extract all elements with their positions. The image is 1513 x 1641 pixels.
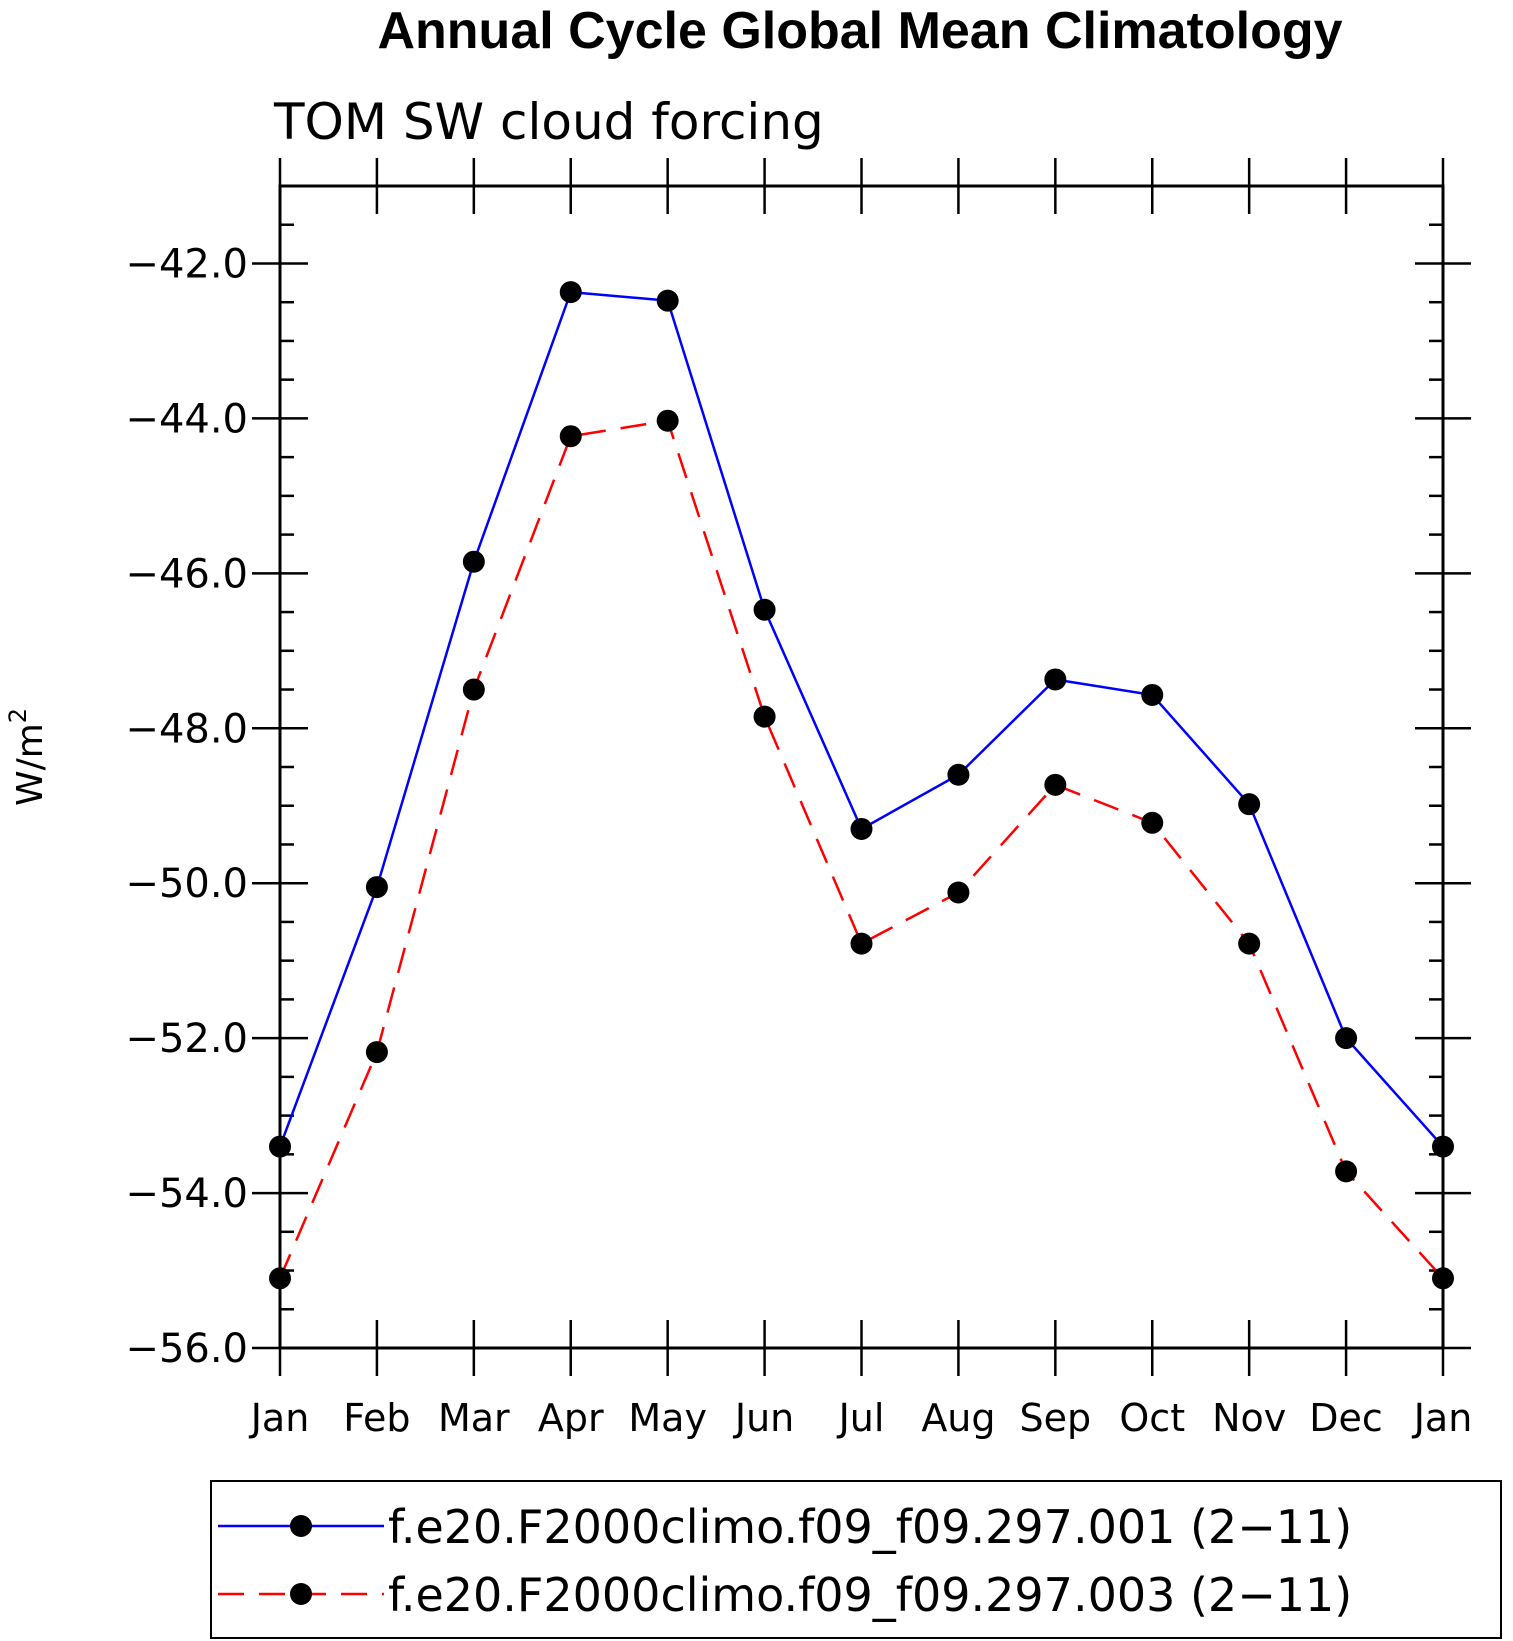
x-tick-label: May [628,1396,707,1440]
x-tick-label: Jun [733,1396,794,1440]
x-tick-label: Dec [1309,1396,1383,1440]
data-point-series-2 [850,932,873,955]
y-tick-label: −52.0 [125,1016,248,1062]
data-point-series-2 [559,425,582,448]
plot-frame [278,184,1445,1350]
y-axis-label-main: W/m [10,723,51,806]
y-axis-label-sup: 2 [4,708,32,723]
data-point-series-2 [1335,1160,1358,1183]
data-point-series-1 [850,817,873,840]
y-tick-label: −44.0 [125,396,248,442]
x-tick-label: Sep [1020,1396,1092,1440]
data-point-series-2 [947,881,970,904]
y-tick-label: −42.0 [125,241,248,287]
y-axis-label: W/m2 [4,708,51,806]
data-point-series-1 [462,550,485,573]
data-point-series-2 [1141,811,1164,834]
data-point-series-1 [947,763,970,786]
axis-ticks [252,158,1471,1376]
data-point-series-1 [1335,1027,1358,1050]
x-tick-label: Jan [1412,1396,1473,1440]
x-tick-label: Jan [249,1396,310,1440]
y-tick-label: −50.0 [125,861,248,907]
x-tick-label: Jul [837,1396,885,1440]
data-point-series-1 [1238,793,1261,816]
data-point-series-1 [656,289,679,312]
y-tick-label: −56.0 [125,1326,248,1372]
x-tick-label: Mar [438,1396,510,1440]
data-point-series-2 [365,1041,388,1064]
x-tick-label: Oct [1119,1396,1185,1440]
chart-title: Annual Cycle Global Mean Climatology [377,2,1342,60]
data-point-series-1 [1141,683,1164,706]
data-point-series-2 [462,678,485,701]
legend-marker-series-2 [290,1583,312,1605]
legend: f.e20.F2000climo.f09_f09.297.001 (2−11) … [210,1480,1502,1639]
legend-box [210,1480,1502,1639]
data-point-series-2 [1238,932,1261,955]
y-tick-labels: −42.0 −44.0 −46.0 −48.0 −50.0 −52.0 −54.0 −56.0 [125,241,248,1372]
x-tick-label: Nov [1212,1396,1286,1440]
legend-label-series-1: f.e20.F2000climo.f09_f09.297.001 (2−11) [388,1500,1352,1554]
data-point-series-1 [1044,668,1067,691]
data-point-series-1 [559,281,582,304]
y-tick-label: −48.0 [125,706,248,752]
x-tick-labels: Jan Feb Mar Apr May Jun Jul Aug Sep Oct Nov Dec Jan [249,1396,1473,1440]
legend-label-series-2: f.e20.F2000climo.f09_f09.297.003 (2−11) [388,1568,1352,1622]
series-line-1 [278,290,1444,1148]
legend-marker-series-1 [290,1515,312,1537]
data-point-series-1 [753,598,776,621]
y-tick-label: −46.0 [125,551,248,597]
data-point-series-2 [656,409,679,432]
chart-subtitle: TOM SW cloud forcing [273,93,824,151]
x-tick-label: Aug [921,1396,995,1440]
y-tick-label: −54.0 [125,1171,248,1217]
x-tick-label: Feb [343,1396,410,1440]
data-point-series-2 [753,705,776,728]
x-tick-label: Apr [538,1396,604,1440]
data-point-series-2 [1044,773,1067,796]
data-point-series-1 [365,876,388,899]
series-layer [269,281,1454,1290]
